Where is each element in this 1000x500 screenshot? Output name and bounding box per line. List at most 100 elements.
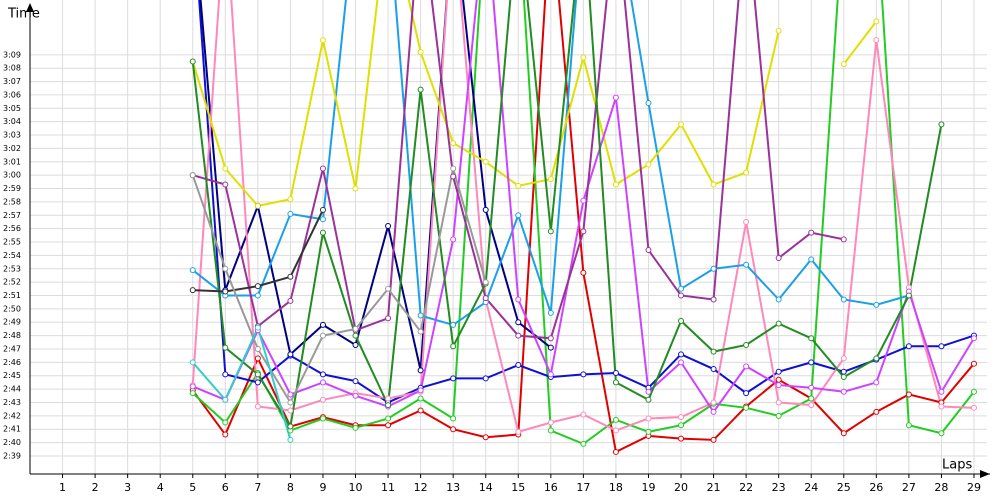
x-tick-label: 9 xyxy=(319,481,326,494)
data-point xyxy=(319,321,326,328)
x-tick-label: 10 xyxy=(349,481,363,494)
x-tick-label: 28 xyxy=(934,481,948,494)
data-point xyxy=(775,412,782,419)
y-tick-label: 2:49 xyxy=(3,318,21,327)
data-point xyxy=(678,435,685,442)
data-point xyxy=(319,415,326,422)
x-tick-label: 12 xyxy=(414,481,428,494)
x-tick-label: 21 xyxy=(707,481,721,494)
data-point xyxy=(547,228,554,235)
data-point xyxy=(938,121,945,128)
data-point xyxy=(612,448,619,455)
data-point xyxy=(417,367,424,374)
y-tick-label: 2:47 xyxy=(3,344,21,353)
data-point xyxy=(580,269,587,276)
data-point xyxy=(319,165,326,172)
data-point xyxy=(482,295,489,302)
data-point xyxy=(417,387,424,394)
data-point xyxy=(547,427,554,434)
data-point xyxy=(287,351,294,358)
data-point xyxy=(319,216,326,223)
y-tick-label: 2:53 xyxy=(3,264,21,273)
data-point xyxy=(547,371,554,378)
y-tick-label: 2:57 xyxy=(3,211,21,220)
series-line xyxy=(191,0,943,430)
data-point xyxy=(678,121,685,128)
data-point xyxy=(287,399,294,406)
data-point xyxy=(840,368,847,375)
x-tick-label: 8 xyxy=(287,481,294,494)
y-tick-label: 3:02 xyxy=(3,144,21,153)
x-tick-label: 29 xyxy=(967,481,981,494)
y-arrow xyxy=(26,3,34,12)
data-point xyxy=(873,301,880,308)
data-point xyxy=(547,176,554,183)
data-point xyxy=(710,181,717,188)
y-tick-label: 3:05 xyxy=(3,104,21,113)
data-point xyxy=(287,210,294,217)
data-point xyxy=(580,228,587,235)
data-point xyxy=(808,256,815,263)
data-point xyxy=(254,324,261,331)
x-tick-label: 25 xyxy=(837,481,851,494)
y-tick-label: 3:08 xyxy=(3,64,21,73)
data-point xyxy=(222,165,229,172)
data-point xyxy=(645,428,652,435)
data-point xyxy=(938,430,945,437)
data-point xyxy=(482,158,489,165)
data-point xyxy=(450,321,457,328)
data-point xyxy=(905,391,912,398)
y-tick-label: 3:03 xyxy=(3,131,21,140)
data-point xyxy=(612,370,619,377)
data-point xyxy=(808,335,815,342)
data-point xyxy=(645,99,652,106)
y-tick-label: 2:56 xyxy=(3,224,21,233)
data-point xyxy=(287,196,294,203)
y-tick-label: 2:54 xyxy=(3,251,21,260)
data-point xyxy=(840,430,847,437)
data-point xyxy=(254,355,261,362)
data-point xyxy=(775,368,782,375)
data-point xyxy=(417,86,424,93)
data-point xyxy=(710,436,717,443)
y-tick-label: 2:55 xyxy=(3,238,21,247)
data-point xyxy=(385,395,392,402)
x-tick-label: 4 xyxy=(157,481,164,494)
data-point xyxy=(547,419,554,426)
data-point xyxy=(743,363,750,370)
data-point xyxy=(319,396,326,403)
data-point xyxy=(678,285,685,292)
data-point xyxy=(678,317,685,324)
data-point xyxy=(547,344,554,351)
data-point xyxy=(808,359,815,366)
data-point xyxy=(580,371,587,378)
data-point xyxy=(743,390,750,397)
data-point xyxy=(450,173,457,180)
series-line xyxy=(192,324,292,441)
data-point xyxy=(775,376,782,383)
data-point xyxy=(287,436,294,443)
data-point xyxy=(547,335,554,342)
x-tick-label: 15 xyxy=(511,481,525,494)
data-point xyxy=(970,404,977,411)
data-point xyxy=(775,296,782,303)
y-tick-label: 2:51 xyxy=(3,291,21,300)
data-point xyxy=(710,399,717,406)
data-point xyxy=(580,411,587,418)
data-point xyxy=(254,345,261,352)
y-tick-label: 2:50 xyxy=(3,304,21,313)
data-point xyxy=(417,407,424,414)
y-tick-label: 2:58 xyxy=(3,197,21,206)
data-point xyxy=(938,388,945,395)
data-point xyxy=(352,325,359,332)
data-point xyxy=(189,267,196,274)
series-line xyxy=(191,168,487,405)
data-point xyxy=(482,279,489,286)
data-point xyxy=(222,265,229,272)
data-point xyxy=(515,332,522,339)
x-tick-label: 14 xyxy=(479,481,493,494)
data-point xyxy=(319,371,326,378)
data-point xyxy=(710,296,717,303)
data-point xyxy=(710,366,717,373)
x-tick-label: 16 xyxy=(544,481,558,494)
